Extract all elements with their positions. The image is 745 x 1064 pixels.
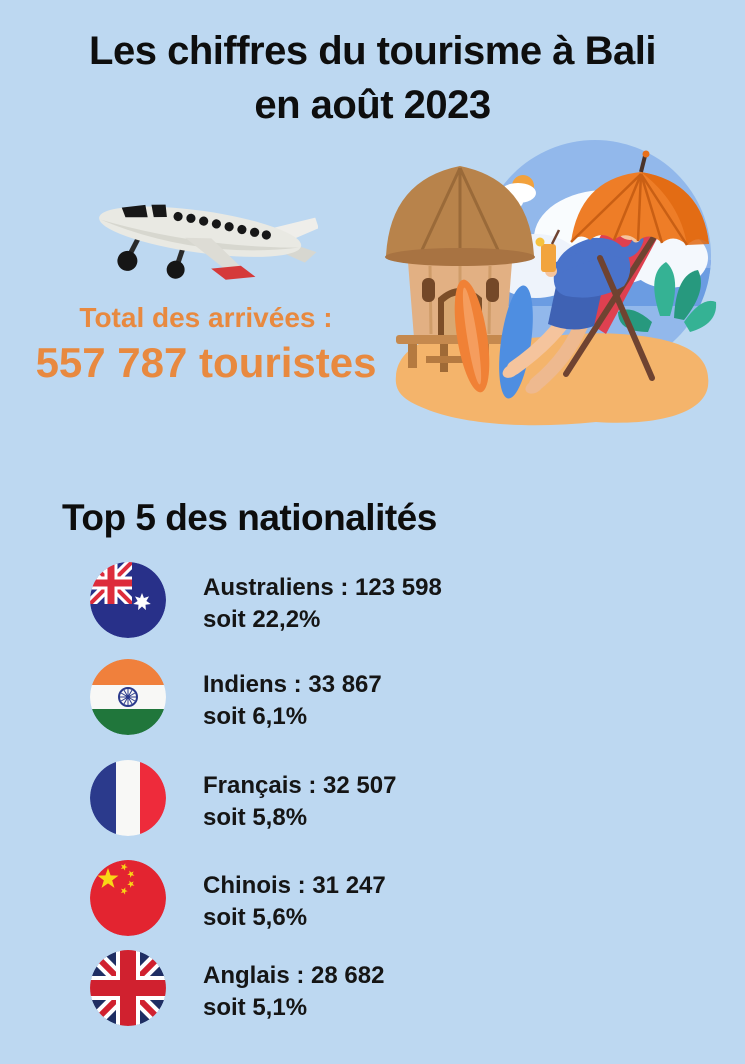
arrivals-total: Total des arrivées : 557 787 touristes	[0, 301, 412, 387]
nationality-line2: soit 5,8%	[203, 804, 308, 831]
beach-illustration	[368, 138, 720, 428]
china-flag-icon	[90, 860, 166, 936]
nationalities-heading: Top 5 des nationalités	[62, 497, 437, 538]
nationality-line1: Chinois : 31 247	[203, 872, 386, 899]
nationality-line2: soit 6,1%	[203, 703, 308, 730]
nationality-row-france: Français : 32 507 soit 5,8%	[90, 760, 570, 840]
nationality-row-india: Indiens : 33 867 soit 6,1%	[90, 659, 570, 739]
arrivals-value: 557 787 touristes	[35, 339, 377, 386]
france-flag-icon	[90, 760, 166, 836]
nationality-line1: Français : 32 507	[203, 772, 397, 799]
arrivals-label: Total des arrivées :	[79, 302, 333, 333]
airplane-icon	[99, 204, 319, 280]
nationality-row-australia: Australiens : 123 598 soit 22,2%	[90, 562, 570, 642]
page-title: Les chiffres du tourisme à Bali en août …	[0, 24, 745, 132]
airplane-illustration	[86, 168, 319, 298]
nationality-line1: Anglais : 28 682	[203, 962, 385, 989]
india-flag-icon	[90, 659, 166, 735]
nationality-line2: soit 5,6%	[203, 904, 308, 931]
nationality-line1: Indiens : 33 867	[203, 671, 382, 698]
beach-vacation-illustration	[385, 140, 717, 426]
australia-flag-icon	[90, 562, 166, 638]
nationality-line2: soit 22,2%	[203, 606, 321, 633]
nationality-row-uk: Anglais : 28 682 soit 5,1%	[90, 950, 570, 1030]
page-title-line2: en août 2023	[254, 83, 491, 127]
nationality-line2: soit 5,1%	[203, 994, 308, 1021]
page-title-line1: Les chiffres du tourisme à Bali	[89, 29, 656, 73]
nationality-line1: Australiens : 123 598	[203, 574, 442, 601]
beach-umbrella-icon	[570, 150, 709, 246]
nationality-row-china: Chinois : 31 247 soit 5,6%	[90, 860, 570, 940]
uk-flag-icon	[90, 950, 166, 1026]
